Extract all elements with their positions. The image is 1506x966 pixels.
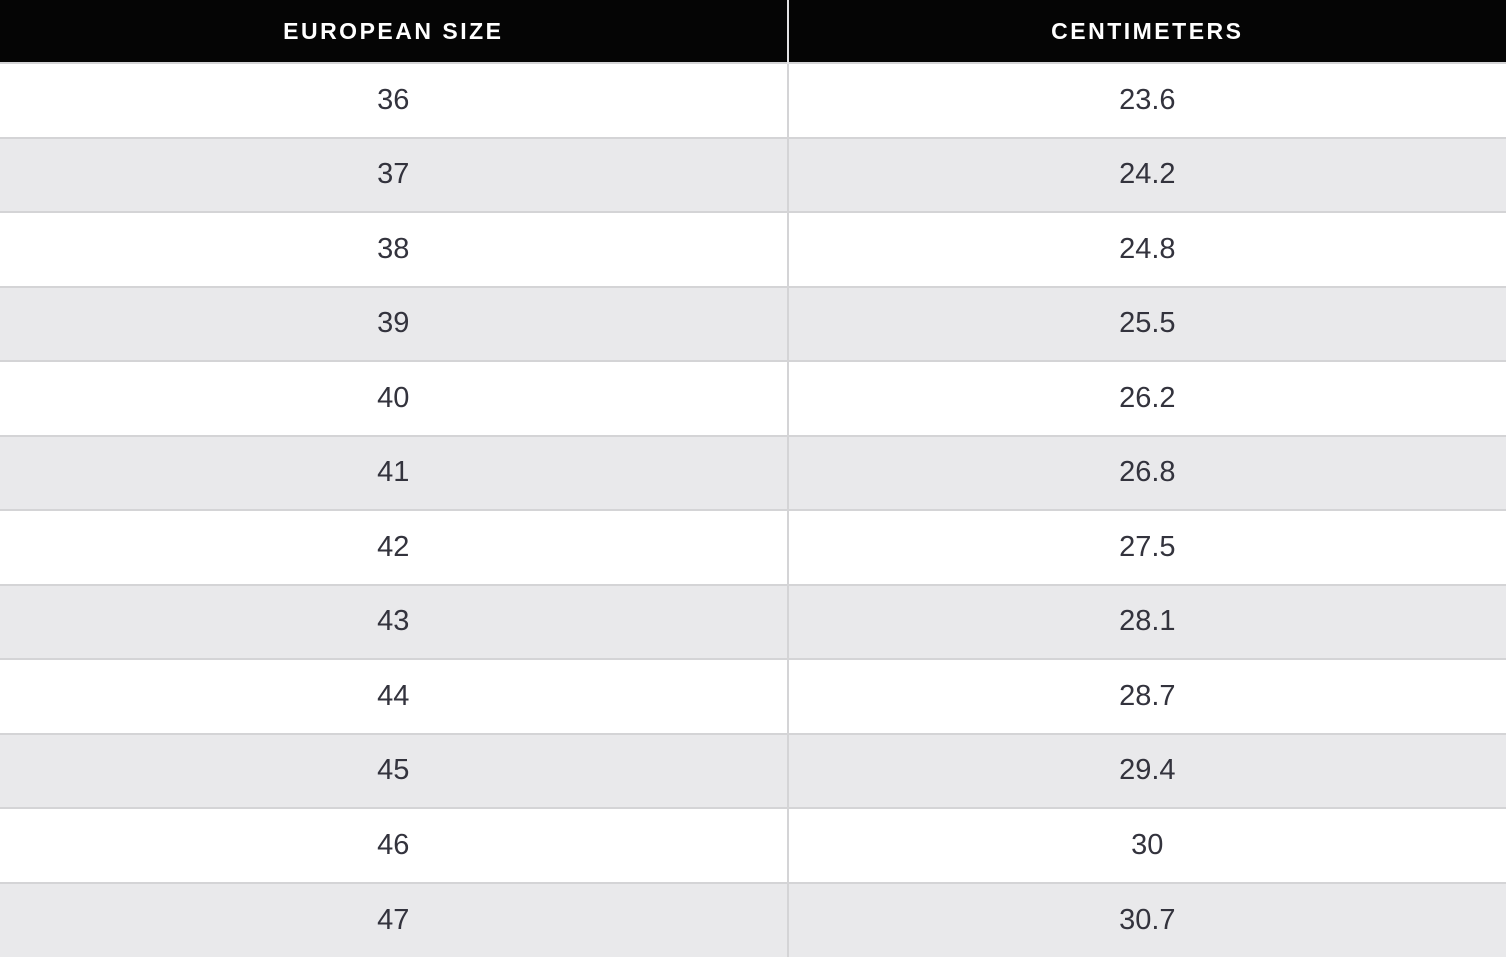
header-row: EUROPEAN SIZE CENTIMETERS [0, 0, 1506, 63]
table-row: 47 30.7 [0, 881, 1506, 957]
cell-european-size: 40 [0, 360, 788, 436]
cell-european-size: 42 [0, 509, 788, 585]
cell-european-size: 43 [0, 583, 788, 659]
cell-european-size: 38 [0, 211, 788, 287]
cell-european-size: 47 [0, 881, 788, 957]
cell-centimeters: 30.7 [786, 881, 1506, 957]
cell-european-size: 37 [0, 136, 788, 212]
table-row: 38 24.8 [0, 211, 1506, 287]
table-row: 37 24.2 [0, 136, 1506, 212]
table-row: 40 26.2 [0, 360, 1506, 436]
cell-centimeters: 24.2 [786, 136, 1506, 212]
cell-centimeters: 24.8 [786, 211, 1506, 287]
table-row: 42 27.5 [0, 509, 1506, 585]
cell-european-size: 36 [0, 62, 788, 138]
cell-european-size: 44 [0, 658, 788, 734]
cell-centimeters: 26.2 [786, 360, 1506, 436]
table-row: 36 23.6 [0, 62, 1506, 138]
cell-centimeters: 29.4 [786, 732, 1506, 808]
cell-centimeters: 25.5 [786, 285, 1506, 361]
cell-centimeters: 23.6 [786, 62, 1506, 138]
cell-centimeters: 26.8 [786, 434, 1506, 510]
table-row: 44 28.7 [0, 658, 1506, 734]
table-row: 46 30 [0, 807, 1506, 883]
table-header: EUROPEAN SIZE CENTIMETERS [0, 0, 1506, 63]
cell-european-size: 41 [0, 434, 788, 510]
table-row: 39 25.5 [0, 285, 1506, 361]
table-row: 45 29.4 [0, 732, 1506, 808]
cell-european-size: 45 [0, 732, 788, 808]
column-header-centimeters: CENTIMETERS [786, 0, 1506, 63]
column-header-european-size: EUROPEAN SIZE [0, 0, 788, 63]
cell-centimeters: 28.1 [786, 583, 1506, 659]
table-row: 43 28.1 [0, 583, 1506, 659]
cell-european-size: 39 [0, 285, 788, 361]
cell-centimeters: 27.5 [786, 509, 1506, 585]
cell-centimeters: 30 [786, 807, 1506, 883]
cell-european-size: 46 [0, 807, 788, 883]
cell-centimeters: 28.7 [786, 658, 1506, 734]
table-row: 41 26.8 [0, 434, 1506, 510]
table-body: 36 23.6 37 24.2 38 24.8 39 25.5 40 26.2 41 26.8 42 27… [0, 62, 1506, 957]
